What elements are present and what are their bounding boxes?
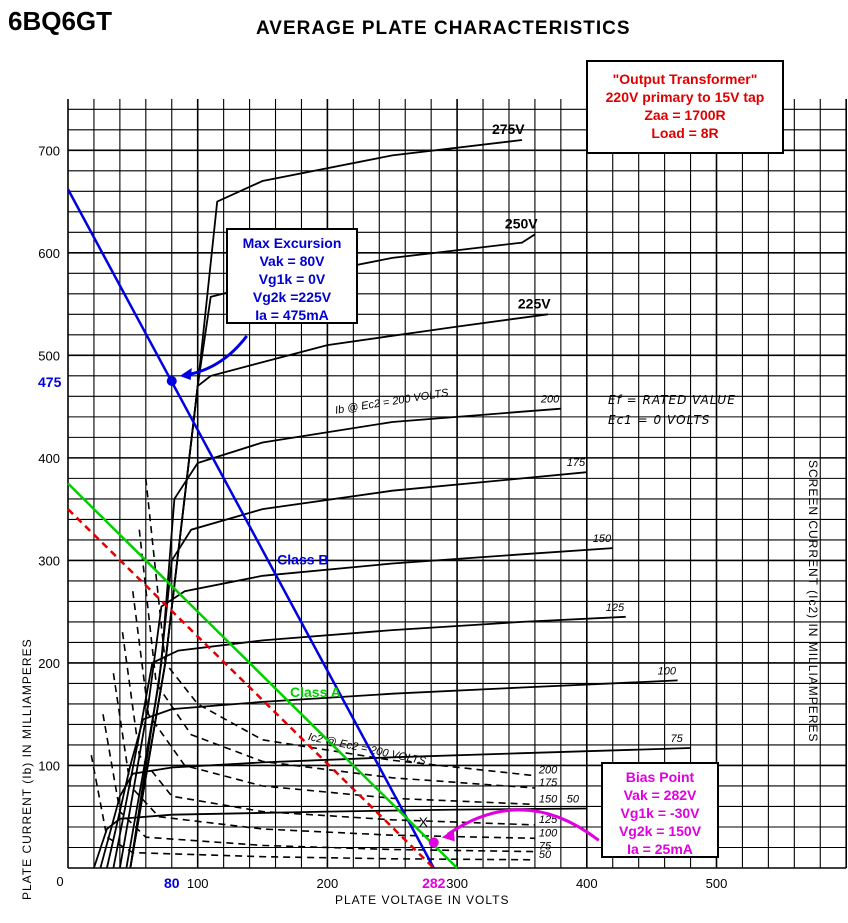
plate-curve-caption: Ib @ Ec2 = 200 VOLTS bbox=[334, 387, 450, 417]
y-axis-label: PLATE CURRENT (Ib) IN MILLIAMPERES bbox=[20, 638, 34, 900]
load-line-label: Class A bbox=[290, 684, 341, 700]
x-tick-label: 300 bbox=[446, 876, 468, 891]
max-excursion-dot bbox=[166, 375, 177, 386]
mx-line-4: Vg2k =225V bbox=[252, 289, 332, 305]
plate-curve bbox=[129, 313, 549, 869]
load-line bbox=[67, 482, 458, 869]
screen-curve-label: 200 bbox=[538, 765, 558, 777]
ot-line-2: 220V primary to 15V tap bbox=[605, 89, 765, 105]
bp-line-3: Vg1k = -30V bbox=[620, 805, 700, 821]
load-line-label: Class B bbox=[277, 552, 328, 568]
x-marker: X bbox=[419, 814, 429, 830]
mx-line-3: Vg1k = 0V bbox=[258, 271, 326, 287]
x-tick-label: 200 bbox=[317, 876, 339, 891]
y2-axis-label: SCREEN CURRENT (Ic2) IN MILLIAMPERES bbox=[806, 460, 820, 743]
y-tick-label: 200 bbox=[38, 656, 60, 671]
plate-curve-label: 225V bbox=[518, 295, 551, 311]
y-tick-label: 500 bbox=[38, 348, 60, 363]
y-tick-label: 300 bbox=[38, 553, 60, 568]
plate-curve bbox=[119, 547, 613, 869]
mx-line-5: Ia = 475mA bbox=[255, 307, 329, 323]
ot-line-1: "Output Transformer" bbox=[612, 71, 758, 87]
y-excursion-value: 475 bbox=[38, 374, 62, 390]
max-excursion-arrowhead bbox=[179, 367, 192, 380]
plate-curve-label: 100 bbox=[658, 665, 677, 677]
plate-curve bbox=[93, 807, 587, 869]
max-excursion-box: Max Excursion Vak = 80V Vg1k = 0V Vg2k =… bbox=[226, 228, 358, 324]
max-excursion-arrow bbox=[185, 335, 248, 377]
bp-line-5: Ia = 25mA bbox=[627, 841, 693, 857]
screen-curve bbox=[145, 478, 535, 777]
screen-curve bbox=[132, 591, 535, 806]
y-tick-label: 400 bbox=[38, 451, 60, 466]
output-transformer-box: "Output Transformer" 220V primary to 15V… bbox=[586, 60, 784, 154]
plate-curve bbox=[99, 747, 691, 869]
screen-curve bbox=[102, 714, 535, 853]
plate-curve bbox=[106, 679, 678, 869]
screen-curve bbox=[90, 755, 535, 861]
screen-curve bbox=[121, 632, 535, 826]
plate-curve-label: 200 bbox=[540, 394, 560, 406]
mx-line-2: Vak = 80V bbox=[259, 253, 325, 269]
plate-curve-label: 125 bbox=[606, 602, 625, 614]
ot-line-4: Load = 8R bbox=[651, 125, 719, 141]
bias-point-arrow bbox=[446, 808, 600, 842]
mx-line-1: Max Excursion bbox=[242, 235, 342, 251]
screen-curve-label: 50 bbox=[539, 849, 552, 861]
x-excursion-value: 80 bbox=[164, 875, 180, 891]
plate-curve-label: 275V bbox=[492, 121, 525, 137]
x-tick-label: 500 bbox=[706, 876, 728, 891]
bias-point-box: Bias Point Vak = 282V Vg1k = -30V Vg2k =… bbox=[601, 762, 719, 858]
load-line bbox=[66, 188, 435, 869]
tube-type: 6BQ6GT bbox=[8, 6, 113, 36]
y-tick-label: 700 bbox=[38, 143, 60, 158]
y-tick-label: 100 bbox=[38, 758, 60, 773]
plate-curve bbox=[129, 233, 536, 869]
y-tick-label: 600 bbox=[38, 246, 60, 261]
plate-curve bbox=[129, 407, 561, 869]
plate-curve-label: 175 bbox=[567, 457, 586, 469]
bias-point-dot bbox=[428, 837, 439, 848]
operating-conditions: Ef = RATED VALUE Ec1 = 0 VOLTS bbox=[608, 390, 736, 430]
load-line bbox=[67, 508, 435, 869]
ot-line-3: Zaa = 1700R bbox=[644, 107, 726, 123]
screen-curve-label: 150 bbox=[539, 793, 558, 805]
plate-curve-label: 150 bbox=[593, 533, 612, 545]
bp-line-4: Vg2k = 150V bbox=[618, 823, 702, 839]
x-axis-label: PLATE VOLTAGE IN VOLTS bbox=[335, 893, 510, 907]
screen-curve-label: 100 bbox=[539, 827, 558, 839]
screen-curve bbox=[138, 529, 535, 789]
plate-curve-label: 250V bbox=[505, 215, 538, 231]
x-bias-value: 282 bbox=[422, 875, 446, 891]
bp-line-2: Vak = 282V bbox=[623, 787, 697, 803]
chart-title: AVERAGE PLATE CHARACTERISTICS bbox=[256, 18, 631, 39]
condition-ec1: Ec1 = 0 VOLTS bbox=[608, 413, 711, 427]
plate-curve-label: 50 bbox=[567, 794, 580, 806]
plate-curve-label: 75 bbox=[671, 733, 684, 745]
x-tick-label: 400 bbox=[576, 876, 598, 891]
x-tick-label: 0 bbox=[56, 874, 63, 889]
plate-curve bbox=[125, 471, 587, 869]
screen-curve-label: 75 bbox=[539, 841, 552, 853]
screen-curve-label: 175 bbox=[539, 777, 558, 789]
x-tick-label: 100 bbox=[187, 876, 209, 891]
bp-line-1: Bias Point bbox=[625, 769, 695, 785]
bias-point-arrowhead bbox=[441, 829, 455, 842]
condition-ef: Ef = RATED VALUE bbox=[608, 393, 736, 407]
